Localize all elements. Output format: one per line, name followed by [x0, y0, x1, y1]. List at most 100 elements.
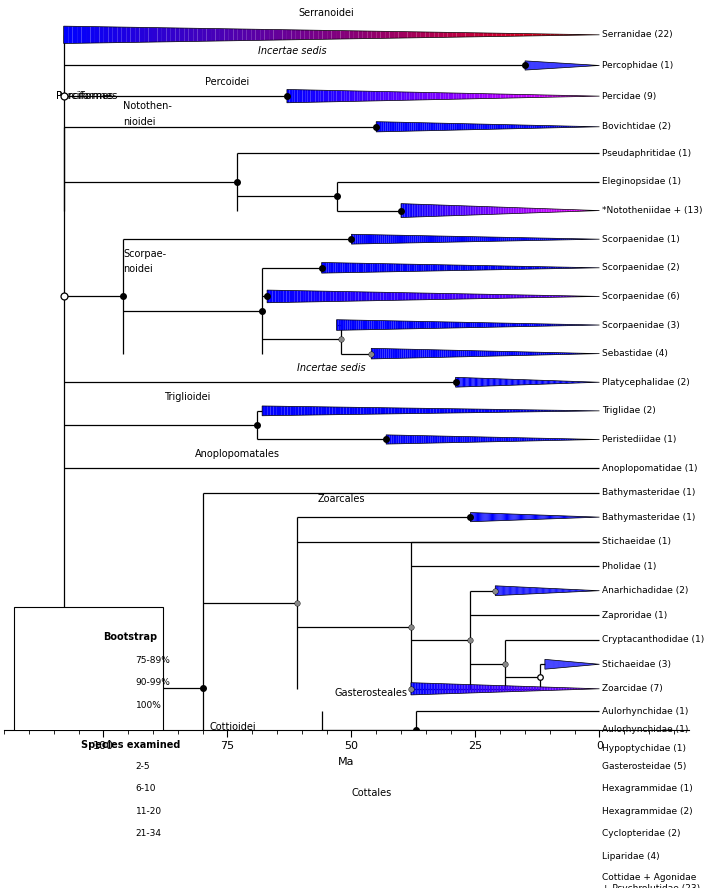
Polygon shape	[494, 829, 495, 838]
Polygon shape	[552, 687, 554, 690]
Polygon shape	[464, 294, 466, 299]
Polygon shape	[521, 266, 523, 269]
Polygon shape	[512, 587, 513, 595]
Polygon shape	[405, 762, 407, 771]
Polygon shape	[298, 290, 300, 302]
Polygon shape	[425, 436, 427, 443]
Polygon shape	[578, 811, 579, 813]
Polygon shape	[466, 685, 468, 694]
Polygon shape	[426, 683, 428, 694]
Polygon shape	[562, 589, 563, 592]
Polygon shape	[438, 236, 440, 242]
Polygon shape	[148, 28, 153, 42]
Polygon shape	[425, 408, 428, 414]
Polygon shape	[504, 409, 507, 412]
Polygon shape	[442, 408, 445, 413]
Polygon shape	[536, 765, 539, 768]
Polygon shape	[452, 123, 455, 131]
Polygon shape	[262, 406, 265, 416]
Polygon shape	[175, 28, 180, 42]
Polygon shape	[455, 123, 456, 131]
Polygon shape	[544, 353, 546, 355]
Polygon shape	[576, 882, 577, 884]
Polygon shape	[488, 266, 491, 270]
Polygon shape	[565, 811, 566, 813]
Polygon shape	[532, 831, 533, 836]
Polygon shape	[547, 209, 548, 212]
Polygon shape	[574, 688, 576, 690]
Polygon shape	[583, 811, 584, 812]
Polygon shape	[282, 406, 285, 416]
Polygon shape	[366, 264, 368, 273]
Polygon shape	[535, 809, 536, 813]
Polygon shape	[508, 94, 511, 98]
Polygon shape	[417, 92, 420, 100]
Polygon shape	[436, 123, 437, 131]
Polygon shape	[575, 296, 577, 297]
Polygon shape	[469, 877, 471, 888]
Polygon shape	[500, 94, 503, 99]
Polygon shape	[441, 436, 443, 443]
Polygon shape	[543, 588, 544, 593]
Polygon shape	[503, 207, 505, 214]
Polygon shape	[500, 295, 502, 298]
Polygon shape	[157, 28, 162, 42]
Polygon shape	[572, 296, 575, 297]
Polygon shape	[369, 408, 371, 414]
Polygon shape	[514, 125, 515, 129]
Polygon shape	[525, 295, 527, 297]
Polygon shape	[544, 324, 547, 326]
Polygon shape	[568, 516, 569, 519]
Polygon shape	[584, 833, 585, 835]
Polygon shape	[429, 350, 430, 358]
Polygon shape	[576, 688, 578, 690]
Polygon shape	[579, 855, 580, 858]
Polygon shape	[477, 206, 479, 215]
Polygon shape	[409, 321, 411, 329]
Polygon shape	[512, 379, 513, 385]
Polygon shape	[578, 590, 579, 591]
Polygon shape	[397, 235, 399, 243]
Polygon shape	[535, 410, 538, 412]
Polygon shape	[459, 408, 462, 413]
Polygon shape	[584, 517, 586, 518]
Polygon shape	[546, 410, 549, 412]
Polygon shape	[374, 234, 376, 243]
Polygon shape	[269, 29, 274, 40]
Polygon shape	[555, 589, 556, 593]
Polygon shape	[472, 294, 475, 299]
Polygon shape	[515, 587, 516, 595]
Polygon shape	[562, 854, 563, 859]
Polygon shape	[469, 236, 471, 242]
Polygon shape	[521, 686, 523, 692]
Polygon shape	[411, 762, 413, 771]
Polygon shape	[534, 324, 536, 327]
Polygon shape	[521, 125, 523, 129]
Polygon shape	[573, 210, 575, 211]
Polygon shape	[571, 439, 573, 440]
Polygon shape	[445, 876, 446, 888]
Polygon shape	[457, 33, 461, 37]
Polygon shape	[353, 234, 355, 244]
Polygon shape	[233, 29, 237, 41]
Polygon shape	[521, 352, 523, 355]
Polygon shape	[565, 516, 566, 519]
Polygon shape	[557, 832, 558, 836]
Polygon shape	[318, 91, 321, 102]
Polygon shape	[95, 27, 99, 43]
Polygon shape	[478, 294, 480, 298]
Polygon shape	[507, 379, 508, 385]
Polygon shape	[526, 765, 529, 768]
Polygon shape	[458, 436, 459, 442]
Polygon shape	[459, 351, 460, 357]
Polygon shape	[376, 91, 378, 101]
Polygon shape	[454, 205, 455, 216]
Text: Incertae sedis: Incertae sedis	[298, 363, 366, 373]
Polygon shape	[527, 831, 528, 837]
Polygon shape	[564, 439, 565, 440]
Polygon shape	[398, 321, 400, 329]
Polygon shape	[321, 263, 324, 274]
Polygon shape	[581, 833, 582, 835]
Polygon shape	[498, 237, 500, 242]
Polygon shape	[356, 760, 358, 773]
